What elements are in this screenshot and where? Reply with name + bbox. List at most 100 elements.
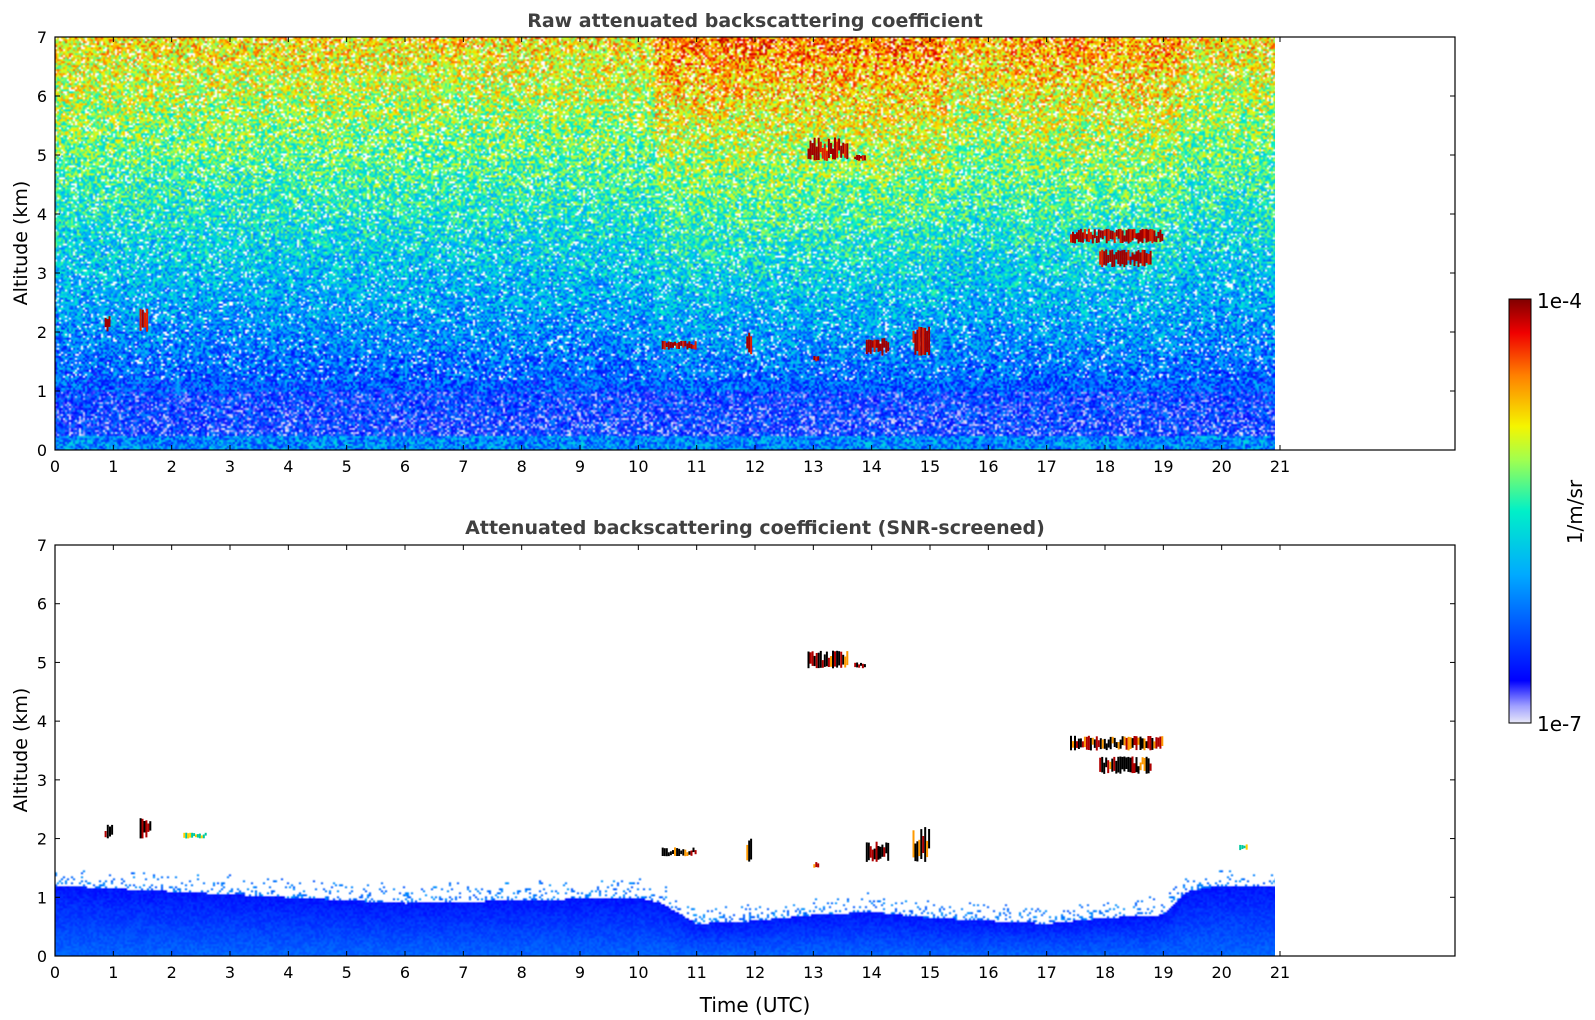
y-tick-label: 1: [37, 382, 47, 401]
cloud-feature-mark: [838, 651, 841, 666]
cloud-feature-mark: [916, 329, 919, 352]
cloud-feature-mark: [1077, 230, 1080, 242]
cloud-feature-mark: [143, 821, 146, 833]
cloud-feature-mark: [1101, 249, 1104, 268]
cloud-feature-mark: [1243, 845, 1246, 849]
cloud-feature-mark: [690, 850, 693, 856]
x-tick-label: 18: [1095, 963, 1115, 982]
cloud-feature-mark: [750, 336, 753, 355]
cloud-feature-mark: [928, 326, 931, 356]
x-tick-label: 11: [686, 457, 706, 476]
cloud-feature-mark: [1149, 228, 1152, 242]
cloud-feature-mark: [1099, 738, 1102, 750]
cloud-feature-mark: [1079, 738, 1082, 748]
cloud-feature-mark: [838, 138, 841, 151]
cloud-feature-mark: [867, 339, 870, 353]
cloud-feature-mark: [661, 847, 664, 856]
panel-screened-ticks: 0 1 2 3 4 5 6 7 8 9 10 11 12 13 14 15 16 17 18 19 20 21012345…: [37, 536, 1455, 982]
cloud-feature-mark: [813, 864, 816, 868]
x-tick-label: 19: [1153, 457, 1173, 476]
cloud-feature-mark: [920, 829, 923, 859]
cloud-feature-mark: [1141, 249, 1144, 266]
cloud-feature-mark: [1091, 737, 1094, 745]
cloud-feature-mark: [819, 650, 822, 668]
x-tick-label: 20: [1211, 963, 1231, 982]
cloud-feature-mark: [1131, 252, 1134, 260]
x-tick-label: 6: [400, 963, 410, 982]
cloud-feature-mark: [823, 143, 826, 161]
cloud-feature-mark: [1145, 253, 1148, 263]
colorbar-min-label: 1e-7: [1537, 712, 1582, 736]
cloud-feature-mark: [914, 843, 917, 862]
cloud-feature-mark: [686, 852, 689, 856]
cloud-feature-mark: [748, 840, 751, 862]
cloud-feature-mark: [106, 824, 109, 839]
cloud-feature-mark: [1085, 234, 1088, 242]
cloud-feature-mark: [748, 332, 751, 353]
cloud-feature-mark: [1070, 735, 1072, 751]
x-tick-label: 16: [978, 963, 998, 982]
cloud-feature-mark: [1101, 739, 1104, 749]
x-tick-label: 18: [1095, 457, 1115, 476]
cloud-feature-mark: [1117, 250, 1120, 265]
x-tick-label: 16: [978, 457, 998, 476]
panel-screened-features: [104, 650, 1248, 868]
cloud-feature-mark: [141, 818, 144, 839]
cloud-feature-mark: [918, 839, 921, 857]
cloud-feature-mark: [881, 844, 884, 857]
cloud-feature-mark: [1105, 228, 1108, 244]
cloud-feature-mark: [665, 848, 668, 857]
cloud-feature-mark: [881, 338, 884, 356]
cloud-feature-mark: [750, 838, 753, 860]
cloud-feature-mark: [1109, 230, 1112, 239]
cloud-feature-mark: [914, 333, 917, 355]
y-tick-label: 0: [37, 947, 47, 966]
y-tick-label: 5: [37, 653, 47, 672]
cloud-feature-mark: [1072, 741, 1074, 748]
cloud-feature-mark: [1123, 756, 1126, 772]
cloud-feature-mark: [1093, 739, 1096, 748]
cloud-feature-mark: [667, 852, 670, 857]
cloud-feature-mark: [1074, 735, 1076, 751]
y-tick-label: 6: [37, 595, 47, 614]
cloud-feature-mark: [1147, 736, 1150, 749]
cloud-feature-mark: [1129, 256, 1132, 265]
cloud-feature-mark: [1137, 250, 1140, 267]
cloud-feature-mark: [1127, 250, 1130, 261]
x-tick-label: 2: [167, 963, 177, 982]
cloud-feature-mark: [813, 655, 816, 667]
cloud-feature-mark: [682, 340, 685, 348]
colorbar-gradient: [1508, 298, 1532, 724]
cloud-feature-mark: [834, 137, 836, 160]
cloud-feature-mark: [856, 155, 859, 161]
cloud-feature-mark: [840, 651, 843, 668]
cloud-feature-mark: [665, 342, 668, 347]
cloud-feature-mark: [147, 823, 150, 832]
x-tick-label: 15: [920, 963, 940, 982]
cloud-feature-mark: [809, 652, 812, 664]
cloud-feature-mark: [661, 341, 664, 350]
cloud-feature-mark: [869, 846, 872, 858]
cloud-feature-mark: [825, 651, 828, 667]
x-tick-label: 1: [108, 457, 118, 476]
cloud-feature-mark: [1111, 758, 1114, 772]
x-tick-label: 2: [167, 457, 177, 476]
cloud-feature-mark: [926, 840, 929, 858]
x-tick-label: 14: [861, 457, 881, 476]
cloud-feature-mark: [875, 841, 878, 862]
cloud-feature-mark: [1139, 736, 1142, 750]
cloud-feature-mark: [1149, 736, 1152, 751]
cloud-feature-mark: [185, 832, 188, 839]
cloud-feature-mark: [193, 833, 196, 837]
cloud-feature-mark: [1125, 230, 1128, 242]
y-tick-label: 4: [37, 712, 47, 731]
cloud-feature-mark: [846, 651, 849, 666]
cloud-feature-mark: [183, 832, 186, 838]
cloud-feature-mark: [924, 827, 927, 862]
panel-raw-title: Raw attenuated backscattering coefficien…: [527, 10, 983, 32]
cloud-feature-mark: [680, 340, 683, 346]
x-tick-label: 14: [861, 963, 881, 982]
cloud-feature-mark: [1133, 228, 1136, 239]
cloud-feature-mark: [928, 829, 931, 849]
cloud-feature-mark: [1113, 756, 1116, 771]
